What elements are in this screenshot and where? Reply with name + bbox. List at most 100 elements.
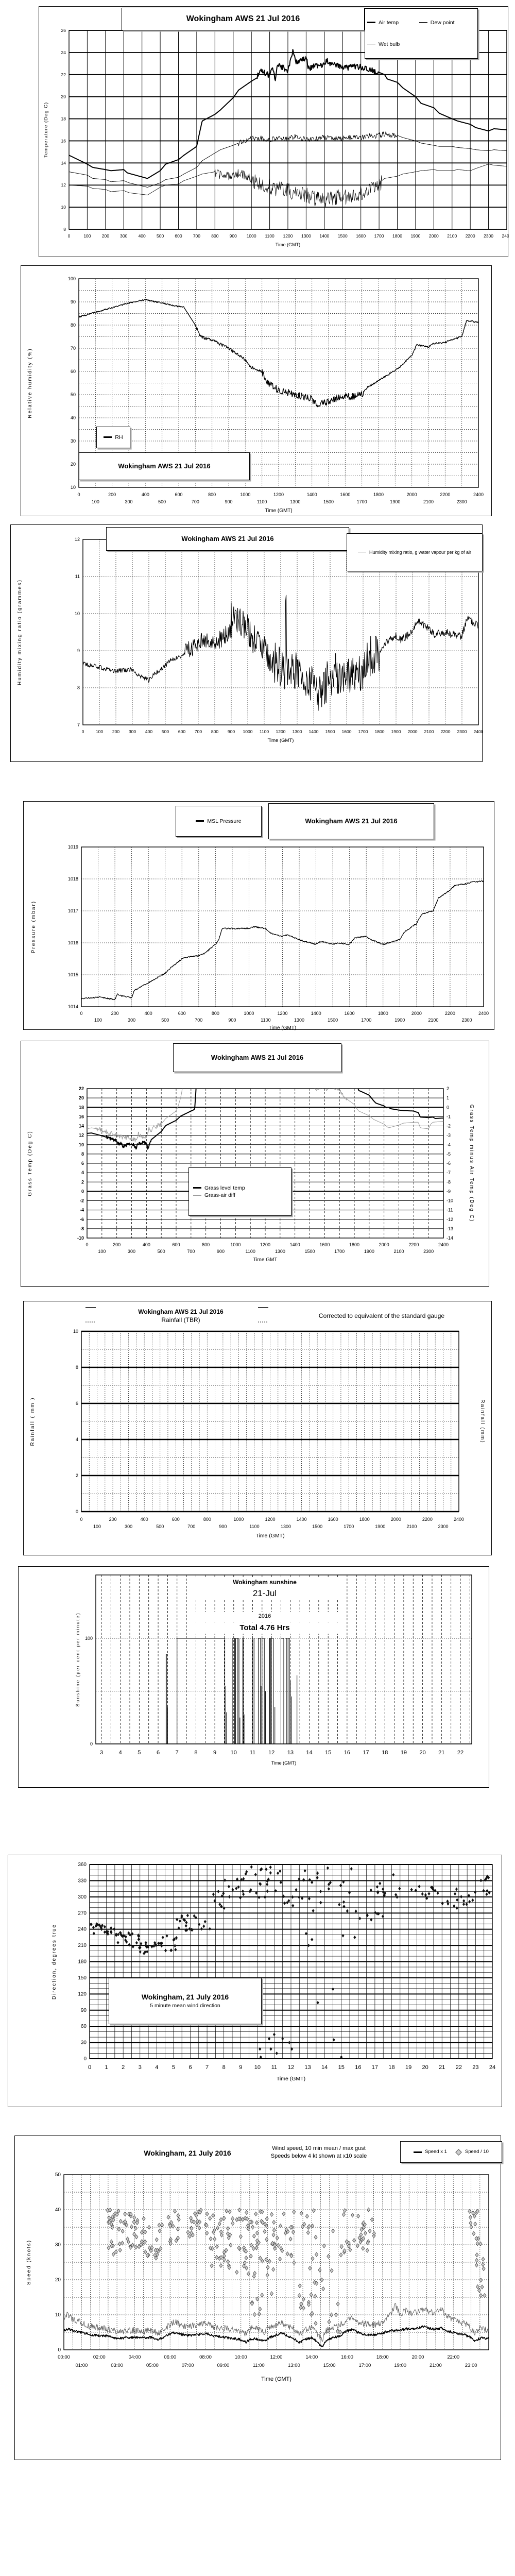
- scatter-point: [277, 1871, 280, 1875]
- scatter-point: [481, 2257, 485, 2262]
- scatter-point: [193, 2211, 197, 2216]
- x-tick-label: 1300: [294, 1018, 304, 1023]
- sunshine-bar: [235, 1638, 238, 1744]
- plot-frame: [63, 2174, 489, 2350]
- scatter-point: [159, 2246, 163, 2251]
- x-tick-label: 500: [158, 1249, 165, 1254]
- scatter-point: [222, 1891, 225, 1895]
- x-tick-label: 200: [102, 233, 109, 239]
- scatter-point: [436, 1891, 439, 1895]
- scatter-point: [269, 2047, 272, 2051]
- scatter-point: [375, 1885, 379, 1889]
- scatter-point: [261, 2259, 264, 2264]
- scatter-point: [198, 2210, 202, 2215]
- x-tick-label: 800: [203, 1517, 211, 1522]
- y-right-tick-label: -9: [447, 1189, 451, 1194]
- scatter-point: [176, 2227, 180, 2232]
- x-tick-label: 1300: [275, 1249, 285, 1254]
- x-tick-label: 1300: [301, 233, 311, 239]
- x-tick-label: 9: [239, 2064, 242, 2071]
- x-tick-label: 1200: [283, 233, 293, 239]
- scatter-point: [320, 2277, 324, 2282]
- scatter-point: [311, 2256, 315, 2261]
- scatter-point: [216, 2225, 219, 2231]
- x-tick-label: 22: [457, 1750, 464, 1756]
- scatter-point: [307, 2224, 311, 2229]
- scatter-point: [248, 1890, 251, 1893]
- scatter-point: [465, 1902, 468, 1906]
- x-tick-label: 19: [401, 1750, 407, 1756]
- scatter-point: [176, 2213, 180, 2218]
- x-tick-label: 1800: [378, 1011, 388, 1016]
- y-tick-label: 24: [61, 50, 66, 55]
- y-tick-label: 0: [90, 1741, 93, 1747]
- scatter-point: [361, 2246, 365, 2251]
- scatter-point: [301, 2297, 305, 2302]
- sunshine-bar: [287, 1638, 290, 1744]
- scatter-point: [286, 1901, 289, 1905]
- scatter-point: [372, 2231, 376, 2236]
- scatter-point: [246, 2223, 250, 2228]
- scatter-point: [255, 1891, 258, 1895]
- x-tick-label: 1200: [277, 1011, 287, 1016]
- scatter-point: [139, 2242, 143, 2247]
- y-axis-title: Humidity mixing ratio (grammes): [17, 579, 23, 685]
- scatter-point: [342, 1905, 346, 1908]
- scatter-point: [297, 2293, 301, 2298]
- scatter-point: [245, 2216, 249, 2222]
- x-tick-label: 2200: [466, 233, 475, 239]
- scatter-point: [241, 2217, 245, 2222]
- scatter-point: [173, 2209, 177, 2214]
- x-tick-label: 1600: [328, 1517, 338, 1522]
- x-tick-label: 5: [172, 2064, 175, 2071]
- y-right-tick-label: 1: [447, 1095, 449, 1100]
- y-tick-label: 10: [73, 1329, 78, 1334]
- x-tick-label: 0: [85, 1242, 88, 1247]
- y-tick-label: 12: [75, 537, 80, 542]
- scatter-point: [469, 2221, 473, 2226]
- x-tick-label: 2300: [457, 729, 467, 734]
- x-tick-label: 300: [125, 499, 132, 504]
- x-tick-label: 100: [83, 233, 91, 239]
- x-tick-label: 600: [172, 1242, 180, 1247]
- y-tick-label: 20: [55, 2277, 61, 2283]
- scatter-point: [177, 2217, 181, 2222]
- x-tick-label: 2000: [429, 233, 439, 239]
- scatter-point: [287, 1899, 290, 1903]
- x-tick-label: 1600: [356, 233, 366, 239]
- y-tick-label: -2: [80, 1198, 84, 1204]
- scatter-point: [330, 2312, 334, 2317]
- x-tick-label: 00:00: [58, 2354, 70, 2360]
- scatter-point: [227, 2235, 231, 2241]
- scatter-point: [124, 1935, 127, 1939]
- y-tick-label: 8: [76, 1365, 78, 1370]
- scatter-point: [114, 2249, 118, 2255]
- scatter-point: [328, 1883, 331, 1886]
- y-tick-label: 6: [81, 1161, 84, 1166]
- x-tick-label: 21: [439, 2064, 445, 2071]
- x-tick-label: 1: [105, 2064, 108, 2071]
- scatter-point: [135, 2220, 139, 2225]
- x-tick-label: 400: [145, 1011, 152, 1016]
- scatter-point: [295, 1888, 298, 1892]
- scatter-point: [355, 2243, 359, 2248]
- x-tick-label: 700: [187, 1524, 195, 1529]
- scatter-point: [249, 2243, 253, 2248]
- y-right-tick-label: -7: [447, 1170, 451, 1175]
- scatter-point: [482, 2266, 486, 2272]
- scatter-point: [237, 2207, 242, 2213]
- scatter-point: [242, 1892, 245, 1896]
- scatter-point: [245, 2265, 249, 2270]
- scatter-point: [298, 1895, 301, 1899]
- scatter-point: [359, 2227, 364, 2232]
- scatter-point: [228, 1895, 231, 1899]
- scatter-point: [263, 1895, 266, 1899]
- scatter-point: [219, 2217, 223, 2222]
- scatter-point: [298, 1877, 301, 1881]
- x-tick-label: 05:00: [146, 2363, 159, 2368]
- x-tick-label: 10: [231, 1750, 237, 1756]
- scatter-point: [421, 1892, 424, 1896]
- scatter-point: [219, 2229, 223, 2234]
- scatter-point: [132, 2231, 136, 2237]
- x-tick-label: 700: [193, 233, 200, 239]
